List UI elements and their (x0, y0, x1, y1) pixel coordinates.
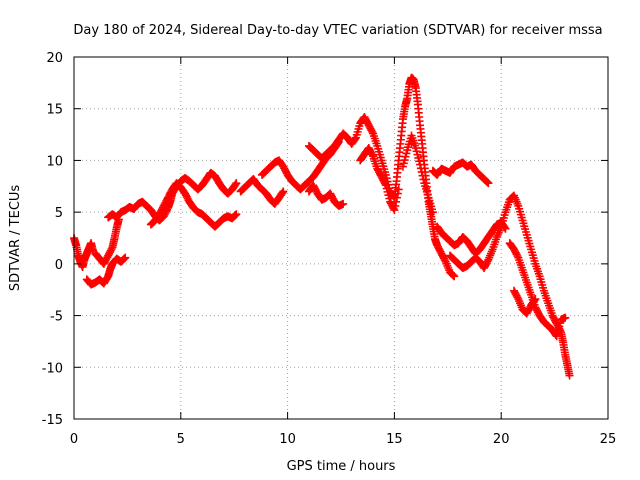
data-point-marker (230, 211, 239, 220)
data-point-marker (416, 164, 425, 173)
data-point-marker (483, 178, 492, 187)
data-point-marker (232, 210, 241, 219)
data-point-marker (417, 168, 426, 177)
data-point-marker (513, 293, 522, 302)
data-point-marker (231, 211, 240, 220)
data-point-marker (120, 254, 129, 263)
x-tick-label: 15 (386, 432, 403, 447)
data-point-marker (450, 272, 459, 281)
y-tick-label: 20 (46, 51, 63, 66)
data-point-marker (392, 197, 401, 206)
data-point-marker (513, 251, 522, 260)
plot-frame (73, 56, 609, 420)
data-point-marker (440, 256, 449, 265)
data-point-marker (278, 188, 287, 197)
data-point-marker (279, 187, 288, 196)
data-point-marker (231, 180, 240, 189)
data-point-marker (121, 253, 130, 262)
data-point-marker (351, 134, 360, 143)
data-point-marker (393, 189, 402, 198)
data-point-marker (419, 175, 428, 184)
x-tick-label: 10 (279, 432, 296, 447)
data-point-marker (531, 295, 540, 304)
data-point-marker (418, 171, 427, 180)
data-point-marker (381, 179, 390, 188)
data-point-marker (565, 371, 574, 380)
data-point-marker (416, 160, 425, 169)
data-point-marker (368, 150, 377, 159)
data-point-marker (107, 244, 116, 253)
y-tick-label: -5 (50, 310, 63, 325)
y-tick-label: 10 (46, 154, 63, 169)
data-point-marker (392, 193, 401, 202)
data-point-marker (339, 199, 348, 208)
data-point-marker (391, 201, 400, 210)
data-point-marker (232, 179, 241, 188)
data-point-marker (530, 296, 539, 305)
y-tick-label: 15 (46, 103, 63, 118)
y-axis-ticks: -15 -10 -5 0 5 10 15 20 (42, 51, 608, 428)
data-point-marker (394, 185, 403, 194)
x-axis-label: GPS time / hours (287, 459, 396, 474)
y-tick-label: -15 (42, 413, 63, 428)
data-point-marker (449, 271, 458, 280)
data-point-marker (483, 257, 492, 266)
y-tick-label: 0 (55, 258, 63, 273)
data-points (70, 73, 574, 380)
x-tick-label: 0 (70, 432, 78, 447)
x-tick-label: 5 (177, 432, 185, 447)
data-point-marker (482, 177, 491, 186)
data-point-marker (484, 179, 493, 188)
y-tick-label: 5 (55, 206, 63, 221)
y-tick-label: -10 (42, 361, 63, 376)
chart-title: Day 180 of 2024, Sidereal Day-to-day VTE… (73, 23, 602, 38)
data-point-marker (561, 313, 570, 322)
data-point-marker (119, 255, 128, 264)
x-tick-label: 20 (493, 432, 510, 447)
data-point-marker (428, 208, 437, 217)
x-tick-label: 25 (600, 432, 617, 447)
data-point-marker (390, 206, 399, 215)
y-axis-label: SDTVAR / TECUs (8, 185, 23, 292)
x-axis-ticks: 0 5 10 15 20 25 (70, 57, 616, 447)
data-point-marker (448, 270, 457, 279)
data-point-marker (368, 127, 377, 136)
